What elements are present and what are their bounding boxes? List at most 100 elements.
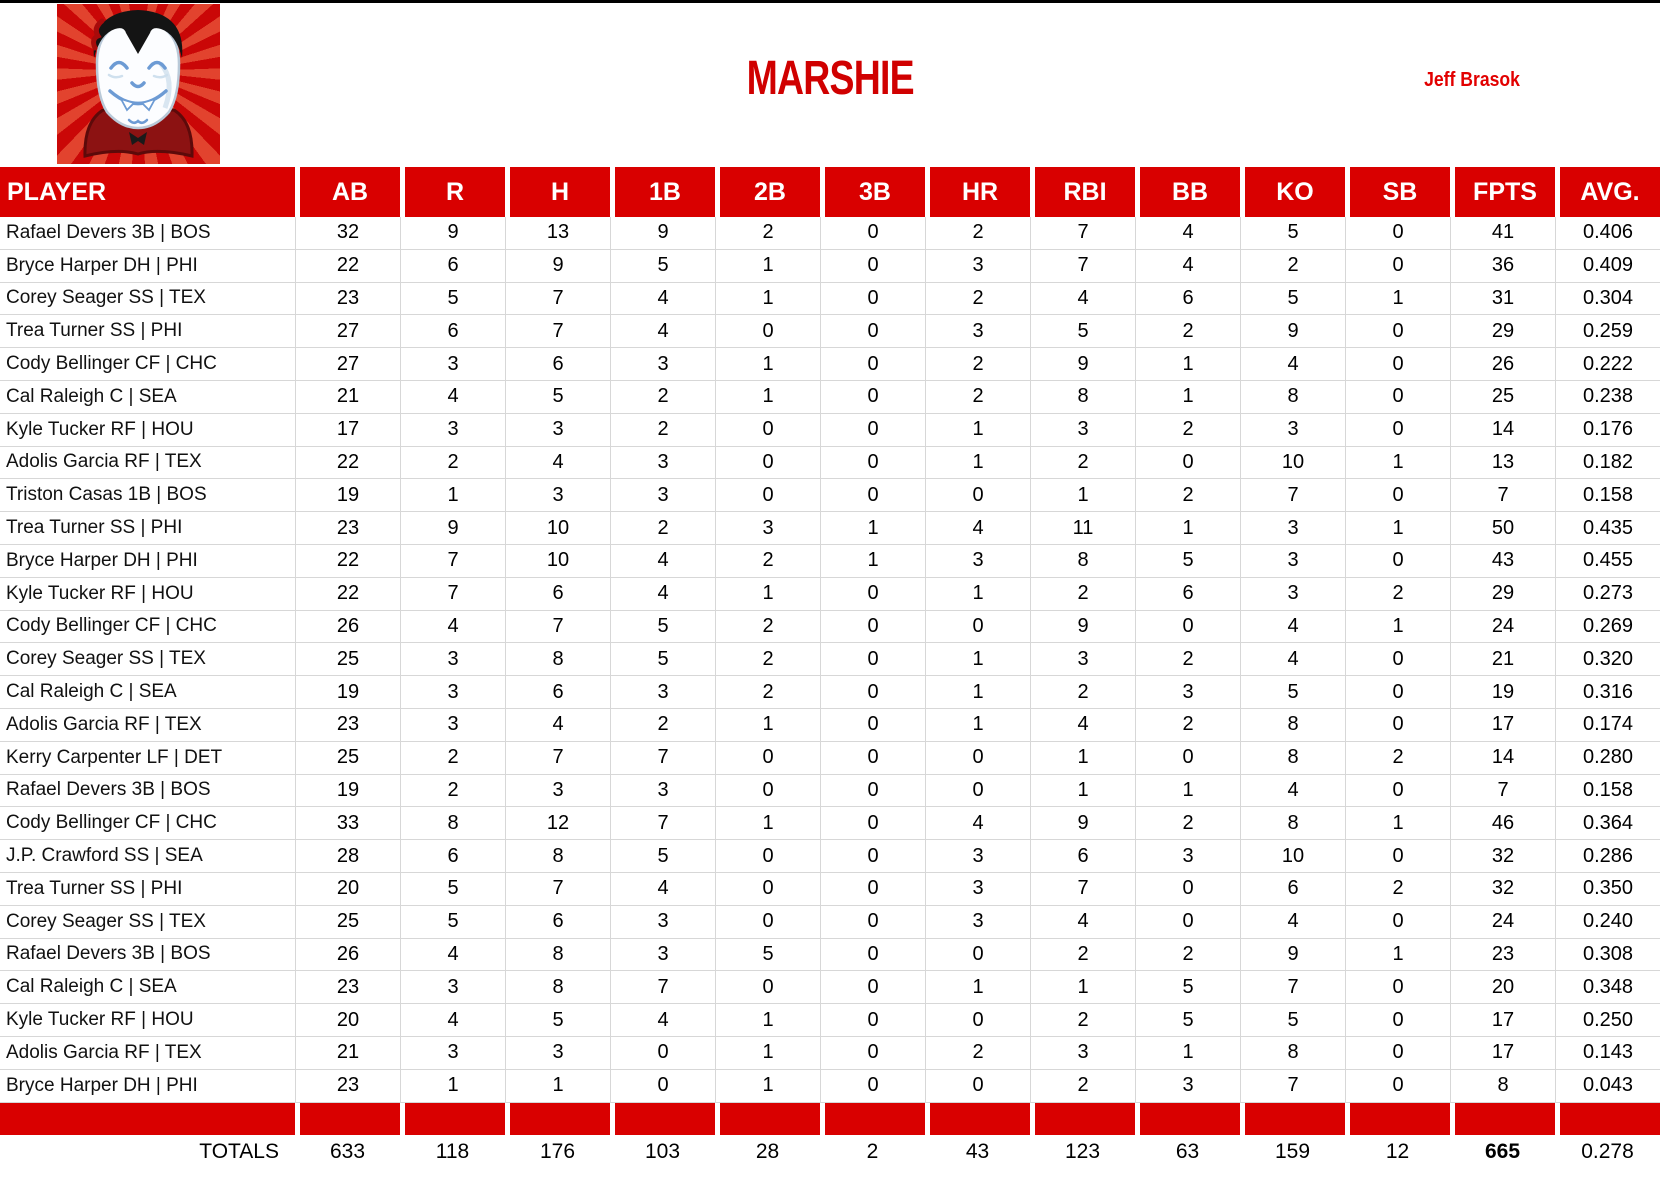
stat-cell-r[interactable]: 3 <box>400 413 505 447</box>
stat-cell-ko[interactable]: 9 <box>1240 938 1345 972</box>
stat-cell-hr[interactable]: 4 <box>925 512 1030 545</box>
stat-cell-ko[interactable]: 5 <box>1240 676 1345 709</box>
stat-cell-bb[interactable]: 0 <box>1135 446 1240 480</box>
stat-cell-fpts[interactable]: 13 <box>1450 446 1555 480</box>
column-header-h[interactable]: H <box>505 167 610 217</box>
stat-cell-bb[interactable]: 2 <box>1135 315 1240 349</box>
stat-cell-ko[interactable]: 7 <box>1240 1069 1345 1103</box>
stat-cell-2b[interactable]: 0 <box>715 872 820 906</box>
stat-cell-ko[interactable]: 10 <box>1240 840 1345 873</box>
player-cell[interactable]: Adolis Garcia RF | TEX <box>0 709 295 742</box>
total-cell-ko[interactable]: 159 <box>1274 1139 1311 1163</box>
stat-cell-bb[interactable]: 0 <box>1135 905 1240 939</box>
stat-cell-1b[interactable]: 5 <box>610 610 715 644</box>
stat-cell-ab[interactable]: 25 <box>295 643 400 677</box>
stat-cell-2b[interactable]: 1 <box>715 577 820 611</box>
stat-cell-fpts[interactable]: 41 <box>1450 217 1555 250</box>
stat-cell-h[interactable]: 12 <box>505 807 610 841</box>
stat-cell-ko[interactable]: 4 <box>1240 905 1345 939</box>
stat-cell-ko[interactable]: 5 <box>1240 217 1345 250</box>
total-cell-2b[interactable]: 28 <box>755 1139 780 1163</box>
stat-cell-avg[interactable]: 0.348 <box>1555 971 1660 1005</box>
stat-cell-ab[interactable]: 23 <box>295 1069 400 1103</box>
stat-cell-3b[interactable]: 0 <box>820 905 925 939</box>
total-cell-1b[interactable]: 103 <box>644 1139 681 1163</box>
stat-cell-fpts[interactable]: 26 <box>1450 348 1555 381</box>
stat-cell-1b[interactable]: 3 <box>610 479 715 513</box>
player-cell[interactable]: Kyle Tucker RF | HOU <box>0 414 295 447</box>
stat-cell-rbi[interactable]: 7 <box>1030 872 1135 906</box>
stat-cell-rbi[interactable]: 11 <box>1030 512 1135 545</box>
stat-cell-3b[interactable]: 0 <box>820 446 925 480</box>
stat-cell-sb[interactable]: 1 <box>1345 446 1450 480</box>
stat-cell-rbi[interactable]: 4 <box>1030 708 1135 742</box>
stat-cell-hr[interactable]: 3 <box>925 315 1030 349</box>
stat-cell-sb[interactable]: 0 <box>1345 840 1450 873</box>
stat-cell-ko[interactable]: 7 <box>1240 479 1345 513</box>
stat-cell-1b[interactable]: 3 <box>610 446 715 480</box>
stat-cell-3b[interactable]: 0 <box>820 643 925 677</box>
stat-cell-ab[interactable]: 25 <box>295 741 400 775</box>
stat-cell-ab[interactable]: 27 <box>295 348 400 381</box>
stat-cell-r[interactable]: 3 <box>400 971 505 1005</box>
stat-cell-1b[interactable]: 2 <box>610 708 715 742</box>
total-cell-fpts[interactable]: 665 <box>1484 1139 1521 1163</box>
stat-cell-h[interactable]: 4 <box>505 708 610 742</box>
stat-cell-2b[interactable]: 0 <box>715 479 820 513</box>
stat-cell-fpts[interactable]: 7 <box>1450 479 1555 513</box>
stat-cell-avg[interactable]: 0.143 <box>1555 1036 1660 1070</box>
stat-cell-avg[interactable]: 0.286 <box>1555 840 1660 873</box>
stat-cell-ko[interactable]: 8 <box>1240 807 1345 841</box>
stat-cell-hr[interactable]: 3 <box>925 905 1030 939</box>
stat-cell-hr[interactable]: 3 <box>925 249 1030 283</box>
stat-cell-bb[interactable]: 1 <box>1135 1036 1240 1070</box>
player-cell[interactable]: Rafael Devers 3B | BOS <box>0 939 295 972</box>
stat-cell-r[interactable]: 2 <box>400 741 505 775</box>
stat-cell-fpts[interactable]: 17 <box>1450 708 1555 742</box>
stat-cell-avg[interactable]: 0.240 <box>1555 905 1660 939</box>
column-header-2b[interactable]: 2B <box>715 167 820 217</box>
stat-cell-2b[interactable]: 0 <box>715 446 820 480</box>
stat-cell-fpts[interactable]: 29 <box>1450 577 1555 611</box>
stat-cell-3b[interactable]: 0 <box>820 1069 925 1103</box>
total-cell-rbi[interactable]: 123 <box>1064 1139 1101 1163</box>
stat-cell-bb[interactable]: 2 <box>1135 708 1240 742</box>
total-cell-sb[interactable]: 12 <box>1385 1139 1410 1163</box>
stat-cell-h[interactable]: 7 <box>505 610 610 644</box>
player-cell[interactable]: Kyle Tucker RF | HOU <box>0 1004 295 1037</box>
stat-cell-r[interactable]: 9 <box>400 512 505 545</box>
stat-cell-1b[interactable]: 3 <box>610 348 715 381</box>
stat-cell-rbi[interactable]: 9 <box>1030 348 1135 381</box>
stat-cell-ab[interactable]: 22 <box>295 544 400 578</box>
stat-cell-3b[interactable]: 0 <box>820 1036 925 1070</box>
stat-cell-sb[interactable]: 0 <box>1345 348 1450 381</box>
player-cell[interactable]: Cal Raleigh C | SEA <box>0 381 295 414</box>
stat-cell-bb[interactable]: 0 <box>1135 872 1240 906</box>
stat-cell-r[interactable]: 6 <box>400 249 505 283</box>
stat-cell-hr[interactable]: 1 <box>925 708 1030 742</box>
stat-cell-3b[interactable]: 0 <box>820 676 925 709</box>
stat-cell-fpts[interactable]: 46 <box>1450 807 1555 841</box>
stat-cell-rbi[interactable]: 3 <box>1030 413 1135 447</box>
stat-cell-r[interactable]: 5 <box>400 282 505 316</box>
stat-cell-hr[interactable]: 1 <box>925 676 1030 709</box>
stat-cell-1b[interactable]: 3 <box>610 676 715 709</box>
stat-cell-avg[interactable]: 0.320 <box>1555 643 1660 677</box>
stat-cell-ab[interactable]: 23 <box>295 512 400 545</box>
stat-cell-sb[interactable]: 0 <box>1345 1004 1450 1037</box>
stat-cell-bb[interactable]: 5 <box>1135 971 1240 1005</box>
stat-cell-avg[interactable]: 0.158 <box>1555 774 1660 808</box>
stat-cell-3b[interactable]: 0 <box>820 315 925 349</box>
stat-cell-avg[interactable]: 0.406 <box>1555 217 1660 250</box>
stat-cell-fpts[interactable]: 36 <box>1450 249 1555 283</box>
player-cell[interactable]: Trea Turner SS | PHI <box>0 512 295 545</box>
stat-cell-h[interactable]: 3 <box>505 413 610 447</box>
stat-cell-r[interactable]: 3 <box>400 1036 505 1070</box>
stat-cell-hr[interactable]: 0 <box>925 741 1030 775</box>
player-cell[interactable]: Bryce Harper DH | PHI <box>0 250 295 283</box>
stat-cell-h[interactable]: 3 <box>505 774 610 808</box>
stat-cell-3b[interactable]: 0 <box>820 708 925 742</box>
stat-cell-bb[interactable]: 2 <box>1135 643 1240 677</box>
stat-cell-fpts[interactable]: 29 <box>1450 315 1555 349</box>
stat-cell-sb[interactable]: 0 <box>1345 479 1450 513</box>
